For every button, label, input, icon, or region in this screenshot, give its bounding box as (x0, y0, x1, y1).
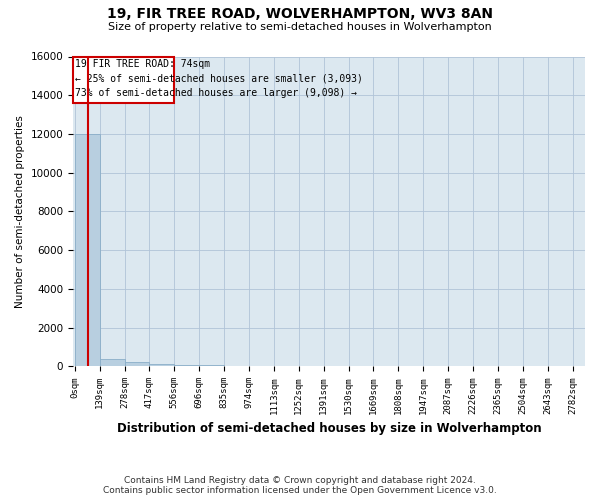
Text: 19, FIR TREE ROAD, WOLVERHAMPTON, WV3 8AN: 19, FIR TREE ROAD, WOLVERHAMPTON, WV3 8A… (107, 8, 493, 22)
Bar (100, 358, 125, 366)
Bar (174, 365, 199, 366)
Text: Size of property relative to semi-detached houses in Wolverhampton: Size of property relative to semi-detach… (108, 22, 492, 32)
Text: Contains HM Land Registry data © Crown copyright and database right 2024.
Contai: Contains HM Land Registry data © Crown c… (103, 476, 497, 495)
X-axis label: Distribution of semi-detached houses by size in Wolverhampton: Distribution of semi-detached houses by … (117, 422, 541, 435)
FancyBboxPatch shape (73, 56, 174, 103)
Y-axis label: Number of semi-detached properties: Number of semi-detached properties (15, 115, 25, 308)
Text: 19 FIR TREE ROAD: 74sqm
← 25% of semi-detached houses are smaller (3,093)
73% of: 19 FIR TREE ROAD: 74sqm ← 25% of semi-de… (75, 60, 362, 98)
Bar (149, 364, 174, 366)
Bar (125, 362, 149, 366)
Bar (75, 134, 100, 366)
